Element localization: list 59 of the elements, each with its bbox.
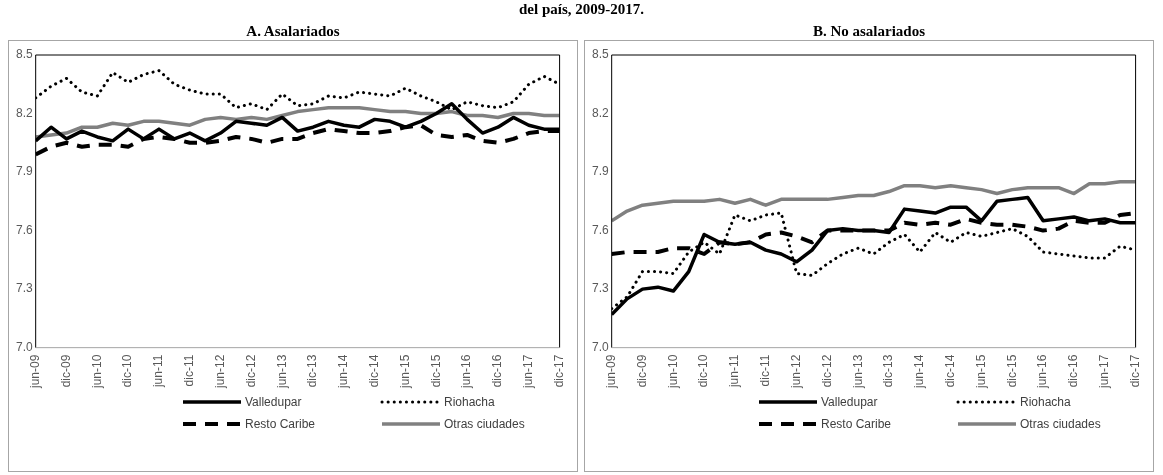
- y-tick-label: 8.5: [591, 47, 609, 62]
- x-tick-label: jun-16: [459, 354, 474, 389]
- x-tick-label: jun-10: [89, 354, 104, 389]
- text: del país, 2009-2017.: [518, 0, 645, 18]
- legend-label: Valledupar: [245, 395, 302, 409]
- x-tick-label: dic-13: [881, 354, 896, 388]
- x-tick-label: dic-10: [696, 354, 711, 388]
- x-tick-label: jun-15: [397, 354, 412, 389]
- legend-label: Riohacha: [444, 395, 495, 409]
- x-tick-label: dic-11: [758, 354, 773, 387]
- x-tick-label: jun-09: [27, 354, 42, 389]
- x-tick-label: dic-16: [490, 354, 505, 388]
- x-tick-label: dic-11: [182, 354, 197, 387]
- y-tick-label: 7.9: [15, 164, 33, 179]
- x-tick-label: jun-13: [850, 354, 865, 389]
- x-tick-label: dic-17: [1127, 354, 1142, 388]
- x-tick-label: jun-17: [1097, 354, 1112, 389]
- x-tick-label: dic-17: [551, 354, 566, 388]
- y-tick-label: 7.6: [15, 222, 33, 237]
- x-tick-label: jun-11: [727, 354, 742, 389]
- x-tick-label: jun-11: [151, 354, 166, 389]
- x-tick-label: dic-14: [367, 354, 381, 388]
- x-tick-label: dic-12: [819, 354, 834, 388]
- y-tick-label: 7.3: [591, 281, 609, 296]
- x-tick-label: dic-15: [1004, 354, 1019, 388]
- x-tick-label: dic-13: [305, 354, 320, 388]
- legend-label: Riohacha: [1020, 395, 1071, 409]
- y-tick-label: 7.9: [591, 164, 609, 179]
- y-tick-label: 8.2: [591, 105, 609, 120]
- x-tick-label: jun-12: [788, 354, 803, 389]
- y-tick-label: 7.3: [15, 281, 33, 296]
- legend-label: Resto Caribe: [245, 417, 316, 431]
- chart-title: A. Asalariados: [245, 22, 341, 40]
- x-tick-label: jun-14: [336, 354, 351, 389]
- chart-title: B. No asalariados: [811, 22, 927, 40]
- legend-label: Resto Caribe: [821, 417, 892, 431]
- y-tick-label: 7.6: [591, 222, 609, 237]
- x-tick-label: jun-10: [665, 354, 680, 389]
- x-tick-label: dic-16: [1066, 354, 1081, 388]
- x-tick-label: jun-13: [274, 354, 289, 389]
- x-tick-label: jun-16: [1035, 354, 1050, 389]
- x-tick-label: jun-09: [603, 354, 618, 389]
- x-tick-label: dic-10: [120, 354, 135, 388]
- x-tick-label: jun-14: [912, 354, 927, 389]
- x-tick-label: jun-12: [212, 354, 227, 389]
- y-tick-label: 7.0: [15, 339, 33, 354]
- y-tick-label: 8.2: [15, 105, 33, 120]
- legend-label: Otras ciudades: [444, 417, 525, 431]
- x-tick-label: dic-09: [634, 354, 649, 388]
- x-tick-label: dic-12: [243, 354, 258, 388]
- x-tick-label: dic-14: [943, 354, 957, 388]
- x-tick-label: dic-15: [428, 354, 443, 388]
- y-tick-label: 8.5: [15, 47, 33, 62]
- x-tick-label: jun-17: [521, 354, 536, 389]
- x-tick-label: jun-15: [973, 354, 988, 389]
- x-tick-label: dic-09: [58, 354, 73, 388]
- y-tick-label: 7.0: [591, 339, 609, 354]
- legend-label: Valledupar: [821, 395, 878, 409]
- legend-label: Otras ciudades: [1020, 417, 1101, 431]
